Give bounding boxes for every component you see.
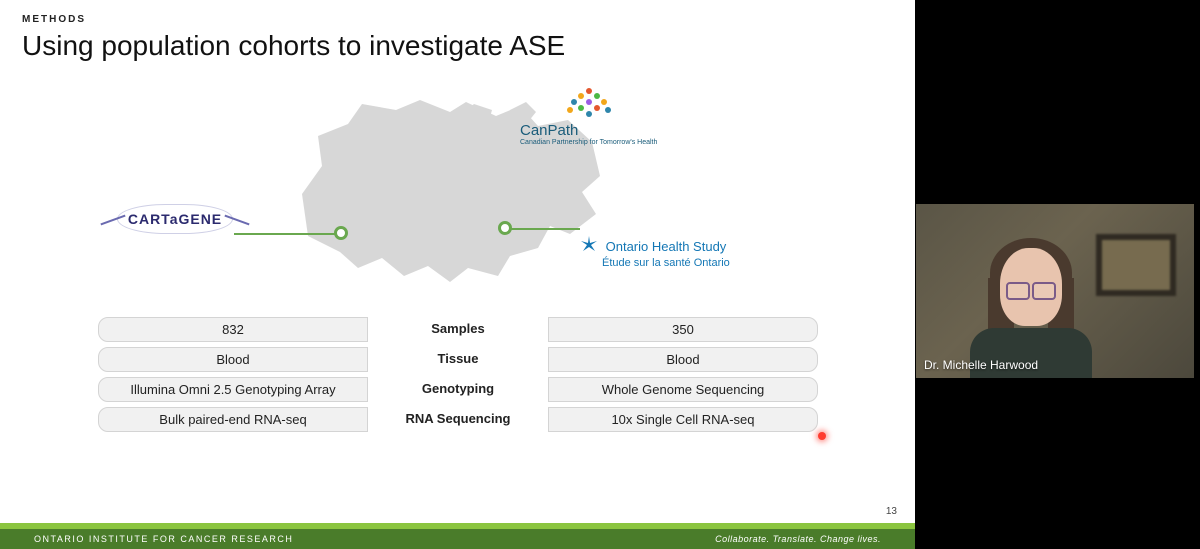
speaker-avatar — [956, 228, 1106, 378]
slide-footer: ONTARIO INSTITUTE FOR CANCER RESEARCH Co… — [0, 523, 915, 549]
connector-line — [508, 228, 580, 230]
ohs-name-en: Ontario Health Study — [606, 239, 727, 254]
cell-label: Genotyping — [368, 377, 548, 402]
ohs-star-icon — [580, 236, 598, 254]
cell-right: 350 — [548, 317, 818, 342]
cartagene-logo: CARTaGENE — [100, 204, 250, 234]
table-row: Bulk paired-end RNA-seq RNA Sequencing 1… — [98, 407, 818, 432]
speaker-name-label: Dr. Michelle Harwood — [924, 358, 1038, 372]
cell-left: 832 — [98, 317, 368, 342]
cartagene-name: CARTaGENE — [117, 204, 233, 234]
footer-tagline: Collaborate. Translate. Change lives. — [715, 534, 881, 544]
cohort-table: 832 Samples 350 Blood Tissue Blood Illum… — [98, 312, 818, 437]
table-row: Illumina Omni 2.5 Genotyping Array Genot… — [98, 377, 818, 402]
ohs-logo: Ontario Health Study Étude sur la santé … — [580, 236, 730, 270]
speaker-webcam[interactable]: Dr. Michelle Harwood — [916, 204, 1194, 378]
canpath-tagline: Canadian Partnership for Tomorrow's Heal… — [520, 139, 657, 147]
map-marker-ontario — [498, 221, 512, 235]
map-marker-quebec — [334, 226, 348, 240]
canpath-dots-icon — [566, 86, 612, 120]
canpath-name: CanPath — [520, 122, 657, 139]
ohs-name-fr: Étude sur la santé Ontario — [602, 257, 730, 269]
cell-label: Tissue — [368, 347, 548, 372]
table-row: 832 Samples 350 — [98, 317, 818, 342]
table-row: Blood Tissue Blood — [98, 347, 818, 372]
canpath-logo: CanPath Canadian Partnership for Tomorro… — [520, 86, 657, 147]
cell-label: RNA Sequencing — [368, 407, 548, 432]
slide-title: Using population cohorts to investigate … — [22, 30, 565, 62]
laser-pointer-icon — [818, 432, 826, 440]
presentation-slide: METHODS Using population cohorts to inve… — [0, 0, 915, 549]
cell-right: Whole Genome Sequencing — [548, 377, 818, 402]
footer-org: ONTARIO INSTITUTE FOR CANCER RESEARCH — [34, 534, 293, 544]
map-diagram: CanPath Canadian Partnership for Tomorro… — [110, 86, 810, 306]
slide-number: 13 — [886, 506, 897, 517]
background-frame-icon — [1096, 234, 1176, 296]
cell-left: Bulk paired-end RNA-seq — [98, 407, 368, 432]
connector-line — [234, 233, 340, 235]
cell-right: 10x Single Cell RNA-seq — [548, 407, 818, 432]
section-label: METHODS — [22, 14, 86, 25]
cell-left: Illumina Omni 2.5 Genotyping Array — [98, 377, 368, 402]
cell-left: Blood — [98, 347, 368, 372]
cell-right: Blood — [548, 347, 818, 372]
cell-label: Samples — [368, 317, 548, 342]
